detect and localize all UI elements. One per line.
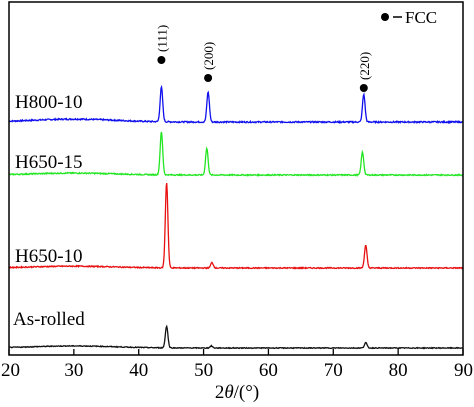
- x-tick-label: 30: [64, 360, 83, 381]
- peak-label: (200): [201, 42, 216, 70]
- series-label-h800-10: H800-10: [15, 92, 83, 113]
- fcc-peak-marker-icon: [359, 84, 368, 92]
- x-tick-label: 40: [129, 360, 148, 381]
- x-tick-label: 90: [454, 360, 473, 381]
- series-traces: [8, 84, 464, 350]
- series-line-h650-15: [8, 131, 464, 178]
- peak-label: (111): [154, 25, 169, 52]
- x-tick-label: 80: [389, 360, 408, 381]
- legend-fcc-marker-icon: [381, 13, 389, 21]
- series-label-h650-15: H650-15: [15, 152, 83, 173]
- series-label-as-rolled: As-rolled: [13, 309, 85, 330]
- peak-annotations: (111) (200) (220): [154, 25, 372, 92]
- x-tick-label: 70: [324, 360, 343, 381]
- series-line-h650-10: [8, 182, 464, 270]
- x-tick-label: 60: [259, 360, 278, 381]
- series-labels: H800-10 H650-15 H650-10 As-rolled: [13, 92, 85, 330]
- fcc-peak-marker-icon: [204, 74, 213, 82]
- series-line-h800-10: [8, 84, 464, 125]
- x-tick-label: 20: [1, 360, 20, 381]
- x-tick-label: 50: [194, 360, 213, 381]
- x-axis-label: 2θ/(°): [215, 382, 259, 403]
- plot-frame: [8, 1, 464, 356]
- fcc-peak-marker-icon: [157, 56, 166, 64]
- legend-fcc-label: FCC: [405, 8, 437, 27]
- x-axis-ticks: 20 30 40 50 60 70 80 90: [1, 349, 473, 381]
- peak-label: (220): [357, 52, 372, 80]
- series-label-h650-10: H650-10: [15, 246, 83, 267]
- series-line-as-rolled: [8, 324, 464, 350]
- legend: FCC: [381, 8, 437, 27]
